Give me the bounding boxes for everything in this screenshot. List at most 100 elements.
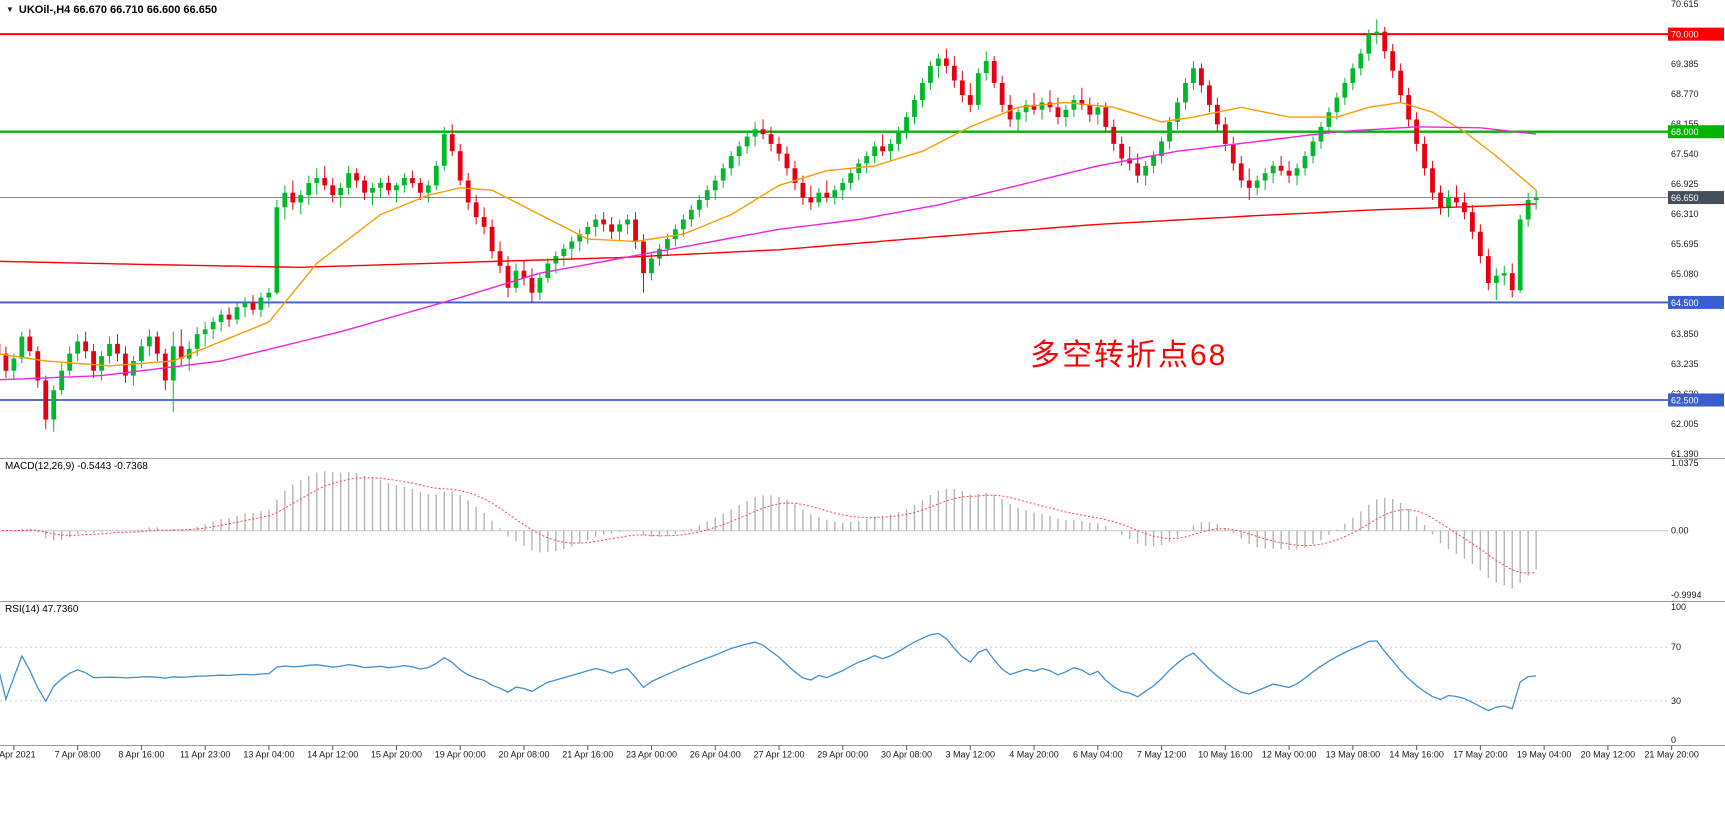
time-axis-label[interactable]: 17 May 20:00 xyxy=(1453,750,1508,760)
candle-up xyxy=(752,129,758,137)
candle-down xyxy=(641,241,646,274)
candle-up xyxy=(545,263,551,279)
time-axis-label[interactable]: 8 Apr 16:00 xyxy=(118,750,164,760)
time-axis-label[interactable]: 21 May 20:00 xyxy=(1644,750,1699,760)
time-axis-label[interactable]: 12 May 00:00 xyxy=(1262,750,1317,760)
rsi-line xyxy=(0,632,1537,712)
price-axis-label: 65.080 xyxy=(1671,269,1699,279)
candle-down xyxy=(115,343,120,354)
time-axis-label[interactable]: 11 Apr 23:00 xyxy=(180,750,230,760)
candle-down xyxy=(776,143,782,154)
time-axis-label[interactable]: 19 May 04:00 xyxy=(1517,750,1572,760)
candle-up xyxy=(1151,156,1156,166)
time-axis-label[interactable]: 6 Apr 2021 xyxy=(0,750,36,760)
time-axis-label[interactable]: 10 May 16:00 xyxy=(1198,750,1253,760)
candle-down xyxy=(1135,163,1141,176)
candle-up xyxy=(1366,34,1372,54)
candle-up xyxy=(912,99,917,118)
time-axis-label[interactable]: 20 Apr 08:00 xyxy=(498,750,549,760)
symbol-dropdown-icon[interactable]: ▼ xyxy=(6,5,14,14)
candle-up xyxy=(1358,53,1364,69)
candle-up xyxy=(298,195,304,203)
candle-up xyxy=(904,117,909,132)
candle-up xyxy=(1270,165,1276,174)
ma-line-red xyxy=(0,203,1537,269)
time-axis-label[interactable]: 21 Apr 16:00 xyxy=(562,750,613,760)
candle-up xyxy=(1071,99,1077,110)
time-axis-label[interactable]: 14 Apr 12:00 xyxy=(307,750,358,760)
candle-up xyxy=(704,190,710,200)
candle-up xyxy=(736,146,742,157)
candle-down xyxy=(1111,126,1117,144)
candle-up xyxy=(928,65,933,83)
candle-down xyxy=(1047,102,1053,108)
candle-up xyxy=(402,178,407,186)
symbol-ohlc-label: UKOil-,H4 66.670 66.710 66.600 66.650 xyxy=(18,4,218,16)
candle-down xyxy=(27,336,33,352)
time-axis-label[interactable]: 19 Apr 00:00 xyxy=(435,750,486,760)
price-badge xyxy=(1668,27,1724,41)
candle-down xyxy=(43,380,49,420)
time-axis-label[interactable]: 7 May 12:00 xyxy=(1137,750,1187,760)
candle-down xyxy=(967,95,973,105)
candle-down xyxy=(354,173,359,181)
rsi-indicator-label: RSI(14) 47.7360 xyxy=(5,604,79,615)
candle-up xyxy=(306,182,312,196)
candle-down xyxy=(1382,31,1388,52)
price-axis-label: 63.850 xyxy=(1671,329,1699,339)
time-axis-label[interactable]: 4 May 20:00 xyxy=(1009,750,1059,760)
candle-down xyxy=(83,341,89,352)
candle-up xyxy=(433,165,439,186)
candle-down xyxy=(880,146,886,152)
candle-up xyxy=(1310,141,1316,157)
price-axis-label: 67.540 xyxy=(1671,149,1699,159)
candle-down xyxy=(465,180,471,203)
candle-up xyxy=(728,156,734,169)
time-axis-label[interactable]: 26 Apr 04:00 xyxy=(690,750,741,760)
candle-down xyxy=(449,134,455,152)
candle-down xyxy=(1390,51,1396,71)
candle-up xyxy=(218,314,224,322)
time-axis-label[interactable]: 3 May 12:00 xyxy=(946,750,996,760)
time-axis-label[interactable]: 30 Apr 08:00 xyxy=(881,750,932,760)
candle-down xyxy=(250,302,256,310)
time-axis-label[interactable]: 13 Apr 04:00 xyxy=(243,750,294,760)
time-axis-label[interactable]: 13 May 08:00 xyxy=(1326,750,1381,760)
candle-up xyxy=(234,307,240,320)
time-axis-label[interactable]: 14 May 16:00 xyxy=(1389,750,1444,760)
candle-down xyxy=(760,129,766,135)
candle-up xyxy=(1191,68,1196,83)
candle-up xyxy=(107,343,112,357)
candle-down xyxy=(1477,231,1483,257)
macd-axis-label: 1.0375 xyxy=(1671,458,1699,468)
candle-up xyxy=(1175,102,1180,122)
candle-down xyxy=(1414,119,1419,144)
time-axis-label[interactable]: 27 Apr 12:00 xyxy=(753,750,804,760)
candle-up xyxy=(888,143,893,152)
candle-up xyxy=(75,341,81,354)
price-axis-label: 65.695 xyxy=(1671,239,1699,249)
time-axis-label[interactable]: 15 Apr 20:00 xyxy=(371,750,422,760)
candle-down xyxy=(951,65,957,81)
candle-up xyxy=(920,82,925,100)
time-axis-label[interactable]: 6 May 04:00 xyxy=(1073,750,1123,760)
candle-down xyxy=(792,168,798,183)
candle-up xyxy=(170,346,176,381)
price-axis-label: 68.770 xyxy=(1671,89,1699,99)
candle-down xyxy=(991,60,997,83)
time-axis-label[interactable]: 23 Apr 00:00 xyxy=(626,750,677,760)
candle-up xyxy=(1039,102,1045,110)
price-badge xyxy=(1668,191,1724,205)
candle-down xyxy=(386,182,391,191)
rsi-axis-label: 70 xyxy=(1671,642,1681,652)
candle-up xyxy=(864,156,870,164)
candle-up xyxy=(314,178,320,183)
time-axis-label[interactable]: 7 Apr 08:00 xyxy=(55,750,101,760)
candle-up xyxy=(1254,180,1260,188)
candle-up xyxy=(51,390,57,420)
candle-down xyxy=(409,178,415,183)
time-axis-label[interactable]: 29 Apr 00:00 xyxy=(817,750,868,760)
time-axis-label[interactable]: 20 May 12:00 xyxy=(1581,750,1636,760)
